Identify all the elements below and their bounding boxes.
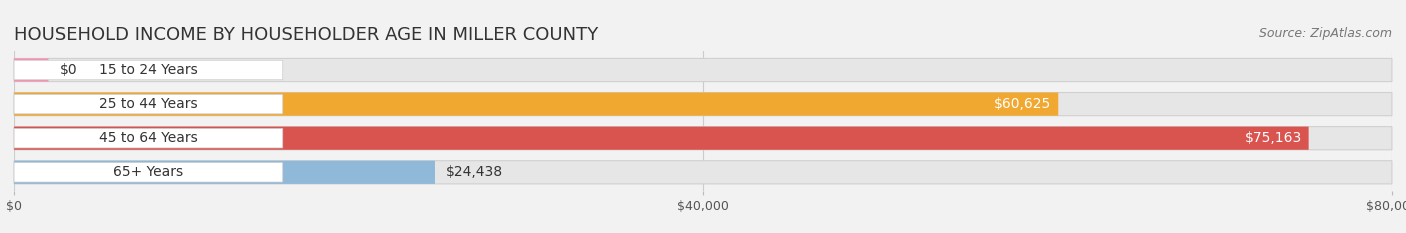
Text: $0: $0: [59, 63, 77, 77]
Text: $60,625: $60,625: [994, 97, 1052, 111]
FancyBboxPatch shape: [14, 163, 283, 182]
FancyBboxPatch shape: [14, 128, 283, 148]
Text: 45 to 64 Years: 45 to 64 Years: [98, 131, 198, 145]
Text: $75,163: $75,163: [1244, 131, 1302, 145]
Text: $24,438: $24,438: [446, 165, 503, 179]
Text: HOUSEHOLD INCOME BY HOUSEHOLDER AGE IN MILLER COUNTY: HOUSEHOLD INCOME BY HOUSEHOLDER AGE IN M…: [14, 26, 599, 44]
Text: 15 to 24 Years: 15 to 24 Years: [98, 63, 198, 77]
FancyBboxPatch shape: [14, 127, 1392, 150]
FancyBboxPatch shape: [14, 58, 1392, 82]
Text: Source: ZipAtlas.com: Source: ZipAtlas.com: [1258, 27, 1392, 40]
FancyBboxPatch shape: [14, 94, 283, 114]
FancyBboxPatch shape: [14, 161, 434, 184]
FancyBboxPatch shape: [14, 161, 1392, 184]
FancyBboxPatch shape: [14, 93, 1059, 116]
FancyBboxPatch shape: [14, 58, 48, 82]
FancyBboxPatch shape: [14, 93, 1392, 116]
Text: 25 to 44 Years: 25 to 44 Years: [98, 97, 198, 111]
FancyBboxPatch shape: [14, 127, 1309, 150]
Text: 65+ Years: 65+ Years: [114, 165, 183, 179]
FancyBboxPatch shape: [14, 60, 283, 80]
